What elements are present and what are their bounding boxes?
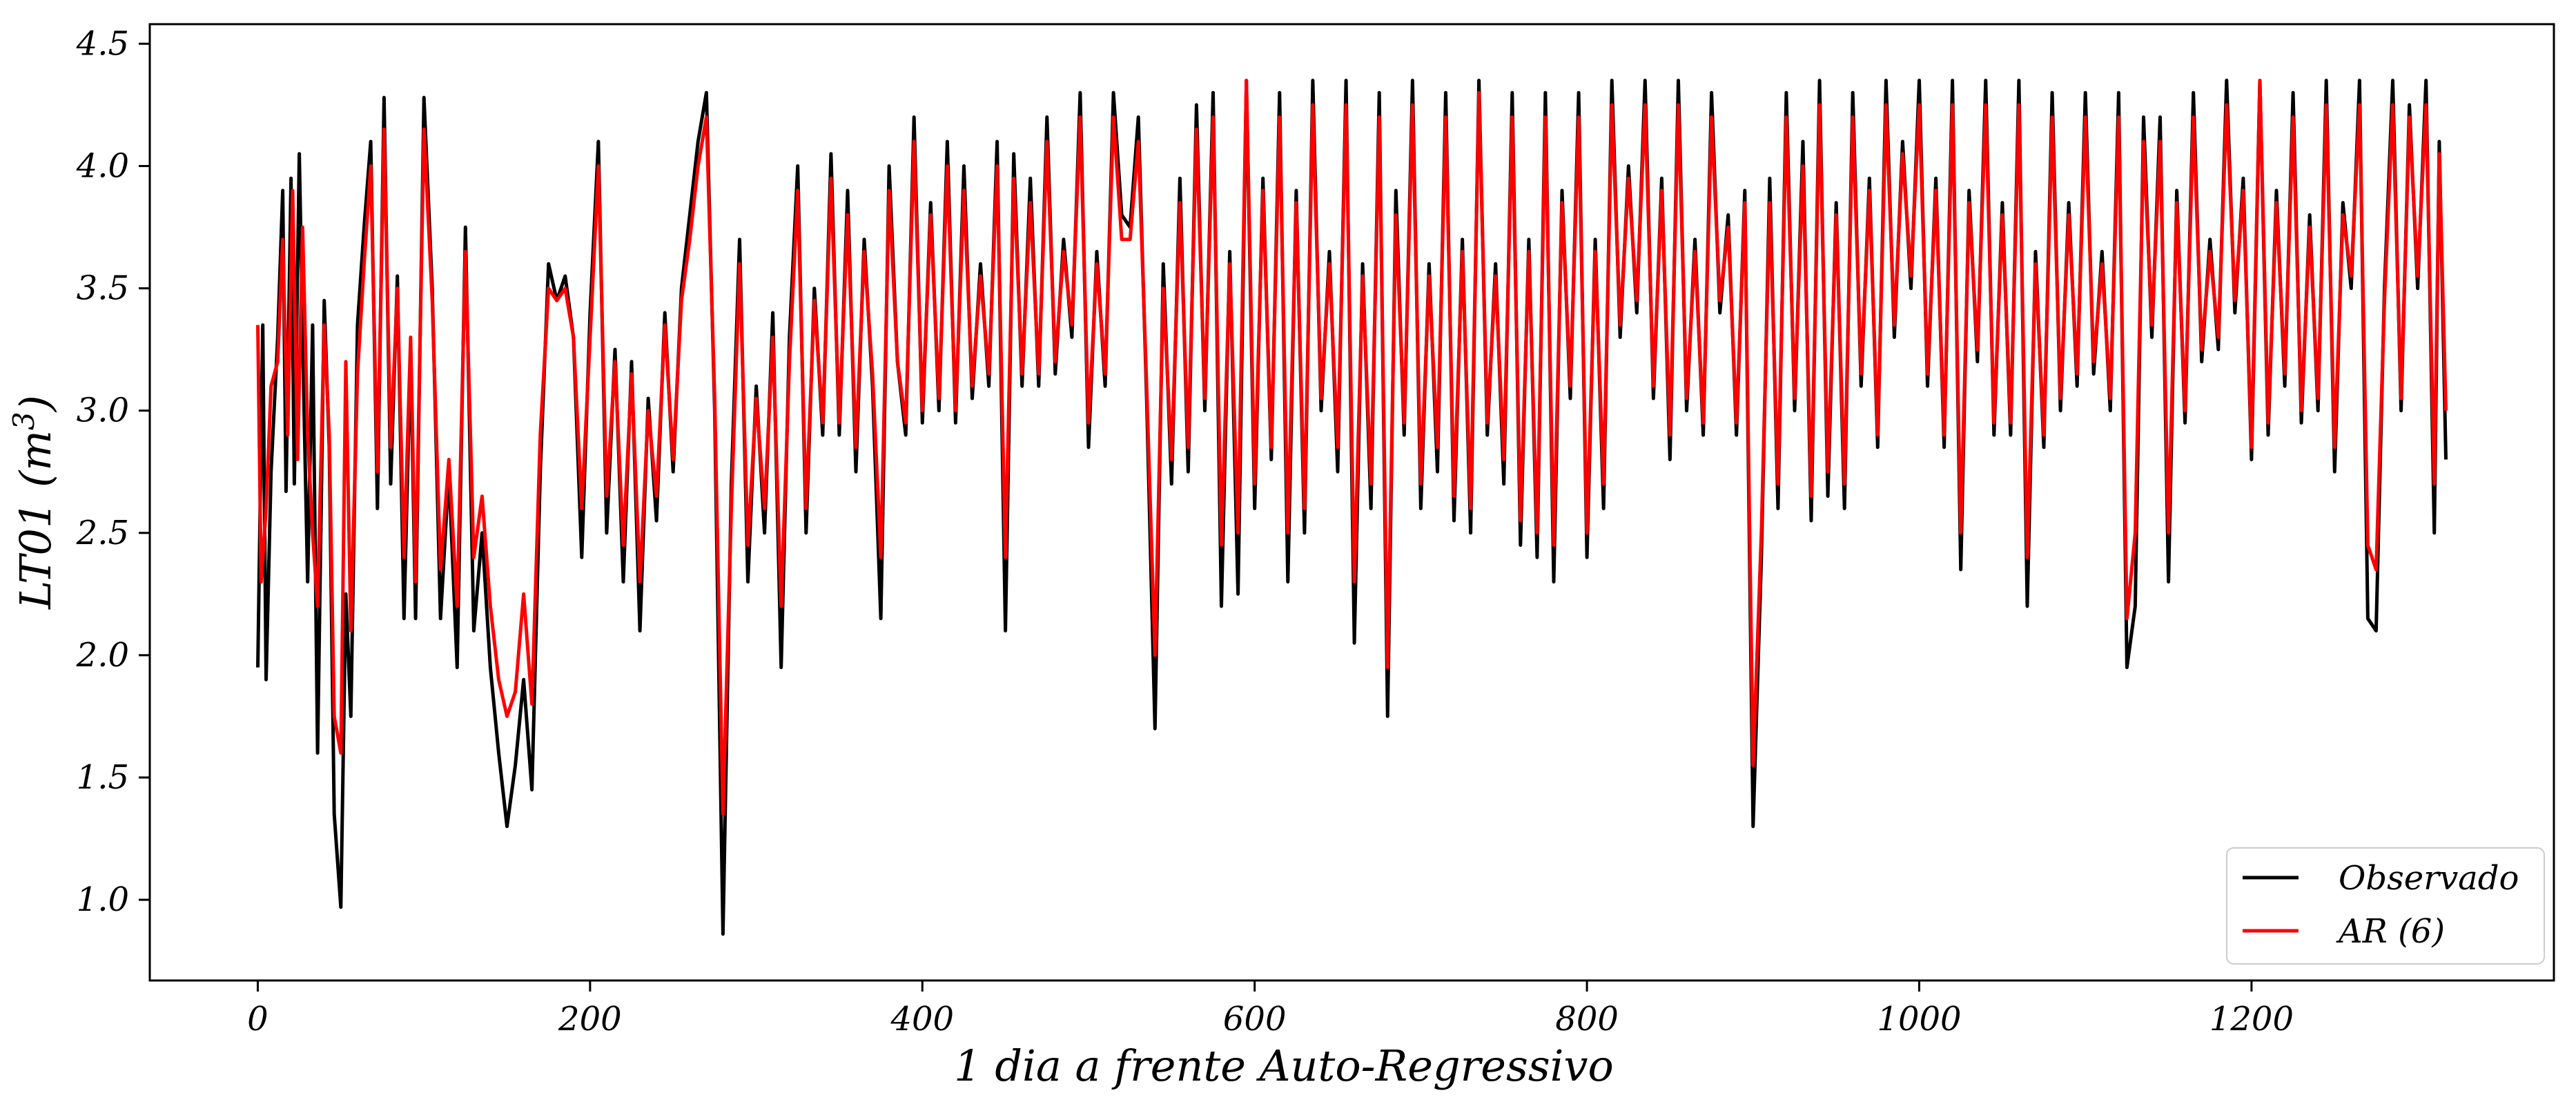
- y-axis-title-base: LT01 (m: [10, 430, 61, 610]
- x-tick-label: 200: [558, 1000, 622, 1038]
- y-tick-label: 4.5: [76, 24, 129, 63]
- x-tick-label: 400: [890, 1000, 954, 1038]
- y-axis-title: LT01 (m3): [7, 395, 61, 610]
- x-tick-label: 1000: [1877, 1000, 1961, 1038]
- plot-frame: [148, 23, 2555, 982]
- x-tick-label: 1200: [2209, 1000, 2294, 1038]
- x-tick-label: 800: [1555, 1000, 1619, 1038]
- y-tick-label: 2.0: [76, 636, 129, 675]
- y-tick-label: 3.0: [77, 392, 129, 430]
- legend: Observado AR (6): [2226, 847, 2545, 965]
- y-tick-label: 1.5: [77, 758, 129, 797]
- series-line-ar6: [256, 79, 2448, 816]
- series-layer: [256, 79, 2448, 936]
- y-tick-label: 1.0: [77, 880, 129, 919]
- y-axis: 1.0 1.5 2.0 2.5 3.0 3.5 4.0 4.5: [76, 24, 150, 919]
- x-axis-title: 1 dia a frente Auto-Regressivo: [954, 1041, 1614, 1091]
- y-axis-title-close: ): [10, 395, 61, 413]
- x-tick-label: 0: [247, 1000, 269, 1038]
- y-axis-title-superscript: 3: [7, 412, 41, 430]
- legend-box: [2226, 847, 2545, 965]
- legend-label-observado: Observado: [2339, 859, 2519, 898]
- x-axis: 0 200 400 600 800 1000 1200: [247, 980, 2294, 1038]
- y-tick-label: 3.5: [77, 269, 129, 308]
- legend-label-ar6: AR (6): [2336, 912, 2445, 951]
- y-tick-label: 4.0: [76, 146, 129, 185]
- y-tick-label: 2.5: [76, 514, 129, 552]
- x-tick-label: 600: [1223, 1000, 1287, 1038]
